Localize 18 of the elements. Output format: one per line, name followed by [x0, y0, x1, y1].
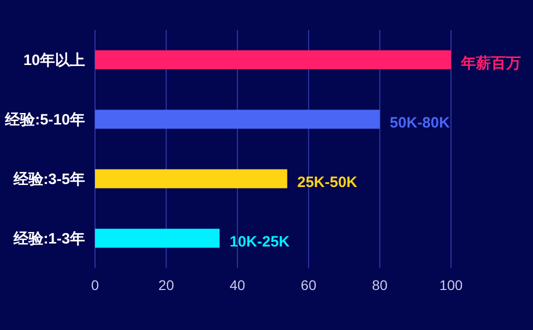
- annotation: 10K-25K: [230, 233, 290, 250]
- annotation: 25K-50K: [297, 174, 358, 191]
- y-tick-label: 经验:5-10年: [4, 111, 85, 128]
- bar: [95, 110, 380, 129]
- x-tick-label: 100: [439, 277, 463, 293]
- x-tick-label: 20: [158, 277, 174, 293]
- x-tick-label: 0: [91, 277, 100, 293]
- y-tick-label: 经验:3-5年: [12, 170, 85, 188]
- bar: [95, 169, 288, 188]
- x-tick-label: 40: [230, 277, 246, 293]
- bar: [95, 228, 220, 248]
- annotation: 50K-80K: [390, 114, 450, 132]
- bar: [95, 50, 451, 70]
- x-tick-label: 80: [372, 277, 388, 293]
- annotation: 年薪百万: [460, 54, 521, 72]
- y-tick-label: 经验:1-3年: [12, 230, 85, 248]
- x-tick-label: 60: [300, 277, 317, 293]
- y-tick-label: 10年以上: [23, 52, 85, 69]
